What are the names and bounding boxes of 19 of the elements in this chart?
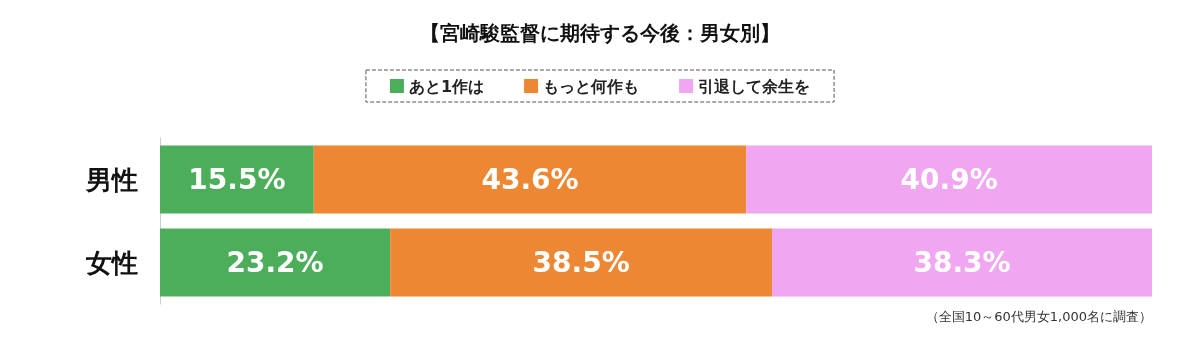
bar xyxy=(390,228,773,297)
y-tick-label: 女性 xyxy=(85,247,138,278)
legend-label: あと1作は xyxy=(408,76,485,96)
legend-label: 引退して余生を xyxy=(698,76,811,96)
data-label: 38.5% xyxy=(532,246,630,279)
chart-title: 【宮崎駿監督に期待する今後：男女別】 xyxy=(420,21,780,45)
data-label: 15.5% xyxy=(188,163,286,196)
data-label: 38.3% xyxy=(913,246,1011,279)
data-label: 43.6% xyxy=(481,163,579,196)
bar xyxy=(160,228,391,297)
bar xyxy=(772,228,1152,297)
data-label: 40.9% xyxy=(900,163,998,196)
bar xyxy=(313,145,747,214)
bar xyxy=(160,145,314,214)
legend-label: もっと何作も xyxy=(543,76,640,96)
bar xyxy=(746,145,1152,214)
text: （全国10～60代男女1,000名に調査） xyxy=(925,309,1153,324)
y-tick-label: 男性 xyxy=(85,164,138,195)
data-label: 23.2% xyxy=(226,246,324,279)
